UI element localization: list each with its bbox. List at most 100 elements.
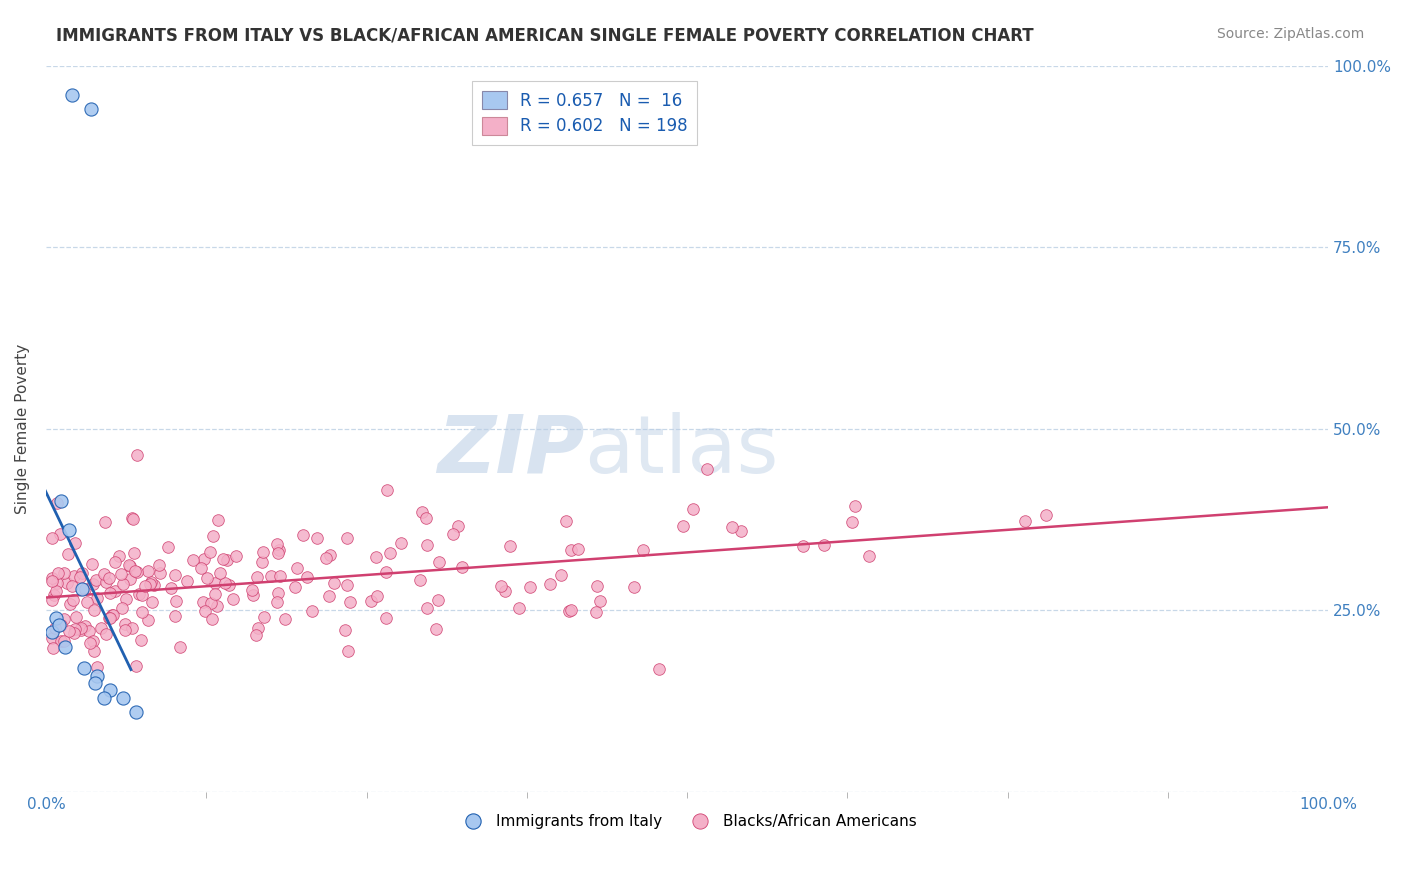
- Point: [240, 583, 263, 598]
- Point: [51, 633, 73, 648]
- Point: [143, 578, 166, 592]
- Point: [416, 601, 439, 615]
- Point: [41, 571, 63, 585]
- Point: [98, 683, 121, 698]
- Point: [427, 592, 450, 607]
- Point: [51, 494, 73, 508]
- Point: [163, 608, 186, 623]
- Point: [70, 582, 93, 596]
- Point: [215, 553, 238, 567]
- Point: [623, 580, 645, 594]
- Point: [41, 574, 63, 588]
- Point: [156, 540, 179, 554]
- Point: [499, 540, 522, 554]
- Point: [246, 570, 269, 584]
- Point: [56, 575, 79, 590]
- Point: [447, 519, 470, 533]
- Point: [129, 632, 152, 647]
- Point: [333, 624, 356, 638]
- Point: [218, 578, 240, 592]
- Point: [65, 536, 87, 550]
- Point: [101, 608, 124, 623]
- Point: [60, 87, 83, 102]
- Point: [647, 662, 669, 676]
- Point: [589, 594, 612, 608]
- Point: [118, 572, 141, 586]
- Point: [82, 577, 104, 591]
- Point: [148, 558, 170, 572]
- Point: [260, 569, 283, 583]
- Point: [494, 583, 516, 598]
- Point: [65, 609, 87, 624]
- Point: [209, 566, 232, 581]
- Point: [104, 555, 127, 569]
- Point: [198, 544, 221, 558]
- Point: [124, 564, 146, 578]
- Point: [672, 519, 695, 533]
- Point: [792, 539, 814, 553]
- Point: [77, 624, 100, 638]
- Text: Source: ZipAtlas.com: Source: ZipAtlas.com: [1216, 27, 1364, 41]
- Point: [451, 560, 474, 574]
- Text: IMMIGRANTS FROM ITALY VS BLACK/AFRICAN AMERICAN SINGLE FEMALE POVERTY CORRELATIO: IMMIGRANTS FROM ITALY VS BLACK/AFRICAN A…: [56, 27, 1033, 45]
- Point: [159, 582, 181, 596]
- Point: [295, 570, 318, 584]
- Point: [121, 511, 143, 525]
- Point: [141, 574, 163, 589]
- Point: [93, 567, 115, 582]
- Point: [274, 612, 297, 626]
- Point: [247, 621, 270, 635]
- Point: [70, 566, 93, 580]
- Point: [195, 571, 218, 585]
- Point: [441, 526, 464, 541]
- Point: [58, 624, 80, 638]
- Point: [114, 616, 136, 631]
- Point: [124, 546, 146, 560]
- Point: [73, 661, 96, 675]
- Point: [631, 542, 654, 557]
- Point: [136, 564, 159, 578]
- Point: [730, 524, 752, 539]
- Point: [315, 550, 337, 565]
- Point: [585, 605, 607, 619]
- Point: [131, 605, 153, 619]
- Point: [269, 569, 291, 583]
- Point: [125, 449, 148, 463]
- Point: [841, 515, 863, 529]
- Point: [323, 575, 346, 590]
- Point: [253, 610, 276, 624]
- Point: [191, 595, 214, 609]
- Point: [117, 558, 139, 573]
- Point: [1035, 508, 1057, 523]
- Point: [205, 599, 228, 613]
- Point: [86, 659, 108, 673]
- Point: [366, 590, 388, 604]
- Point: [285, 561, 308, 575]
- Point: [377, 483, 399, 497]
- Point: [169, 640, 191, 654]
- Point: [389, 536, 412, 550]
- Point: [69, 570, 91, 584]
- Point: [375, 611, 398, 625]
- Point: [538, 577, 561, 591]
- Point: [114, 623, 136, 637]
- Point: [98, 611, 121, 625]
- Point: [339, 595, 361, 609]
- Point: [46, 566, 69, 580]
- Point: [41, 532, 63, 546]
- Point: [125, 659, 148, 673]
- Point: [212, 551, 235, 566]
- Point: [204, 587, 226, 601]
- Point: [305, 531, 328, 545]
- Point: [696, 462, 718, 476]
- Point: [101, 608, 124, 623]
- Point: [69, 623, 91, 637]
- Point: [266, 595, 288, 609]
- Point: [266, 585, 288, 599]
- Point: [118, 559, 141, 574]
- Point: [844, 499, 866, 513]
- Point: [93, 690, 115, 705]
- Point: [97, 571, 120, 585]
- Point: [83, 603, 105, 617]
- Point: [53, 640, 76, 654]
